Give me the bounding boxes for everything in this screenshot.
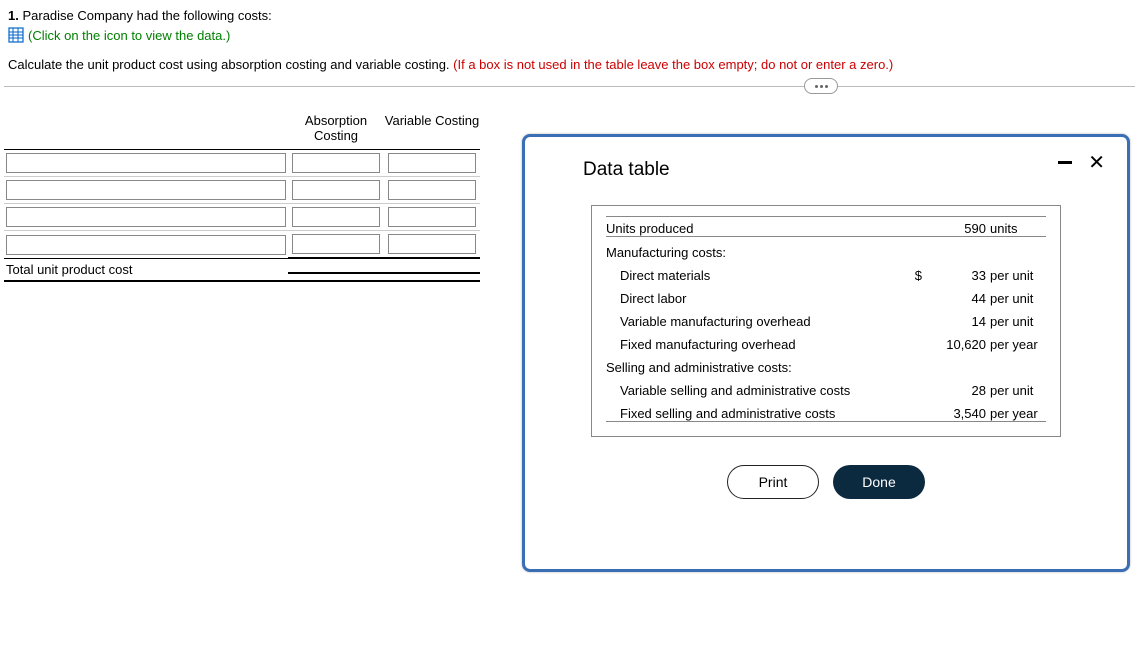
fmo-label: Fixed manufacturing overhead — [606, 337, 908, 352]
worksheet-table: Absorption Costing Variable Costing Tota… — [4, 107, 480, 282]
print-button[interactable]: Print — [727, 465, 819, 499]
dm-unit: per unit — [986, 268, 1046, 283]
row1-abs-input[interactable] — [292, 153, 380, 173]
row1-var-input[interactable] — [388, 153, 476, 173]
col-variable: Variable Costing — [384, 107, 480, 149]
vsa-label: Variable selling and administrative cost… — [606, 383, 908, 398]
row3-var-input[interactable] — [388, 207, 476, 227]
close-button[interactable]: ✕ — [1088, 153, 1105, 173]
row3-label-input[interactable] — [6, 207, 286, 227]
close-icon: ✕ — [1088, 152, 1105, 174]
view-data-link[interactable]: (Click on the icon to view the data.) — [8, 27, 230, 43]
fsa-value: 3,540 — [928, 406, 986, 421]
dm-currency: $ — [908, 268, 928, 283]
units-produced-label: Units produced — [606, 221, 908, 236]
row4-abs-input[interactable] — [292, 234, 380, 254]
fmo-unit: per year — [986, 337, 1046, 352]
total-label: Total unit product cost — [4, 259, 288, 280]
fsa-unit: per year — [986, 406, 1046, 421]
mfg-costs-label: Manufacturing costs: — [606, 245, 1046, 260]
modal-title: Data table — [583, 159, 1099, 181]
col-absorption: Absorption Costing — [288, 107, 384, 149]
minimize-button[interactable] — [1058, 153, 1072, 173]
minimize-icon — [1058, 161, 1072, 164]
dl-unit: per unit — [986, 291, 1046, 306]
table-icon — [8, 27, 24, 43]
units-produced-value: 590 — [928, 221, 986, 236]
question-number: 1. — [8, 8, 19, 23]
vmo-label: Variable manufacturing overhead — [606, 314, 908, 329]
vmo-value: 14 — [928, 314, 986, 329]
view-data-label: (Click on the icon to view the data.) — [28, 28, 230, 43]
vsa-value: 28 — [928, 383, 986, 398]
vsa-unit: per unit — [986, 383, 1046, 398]
row2-label-input[interactable] — [6, 180, 286, 200]
vmo-unit: per unit — [986, 314, 1046, 329]
dm-label: Direct materials — [606, 268, 908, 283]
data-table-modal: ✕ Data table Units produced 590 units Ma… — [522, 134, 1130, 572]
row3-abs-input[interactable] — [292, 207, 380, 227]
question-text: Paradise Company had the following costs… — [22, 8, 271, 23]
dl-label: Direct labor — [606, 291, 908, 306]
dm-value: 33 — [928, 268, 986, 283]
dl-value: 44 — [928, 291, 986, 306]
sa-label: Selling and administrative costs: — [606, 360, 1046, 375]
row1-label-input[interactable] — [6, 153, 286, 173]
row2-abs-input[interactable] — [292, 180, 380, 200]
row4-label-input[interactable] — [6, 235, 286, 255]
done-button[interactable]: Done — [833, 465, 925, 499]
fmo-value: 10,620 — [928, 337, 986, 352]
more-icon[interactable] — [804, 78, 838, 94]
row2-var-input[interactable] — [388, 180, 476, 200]
instruction-text: Calculate the unit product cost using ab… — [8, 57, 453, 72]
data-table: Units produced 590 units Manufacturing c… — [591, 205, 1061, 437]
row4-var-input[interactable] — [388, 234, 476, 254]
fsa-label: Fixed selling and administrative costs — [606, 406, 908, 421]
instruction-hint: (If a box is not used in the table leave… — [453, 57, 893, 72]
units-produced-unit: units — [986, 221, 1046, 236]
